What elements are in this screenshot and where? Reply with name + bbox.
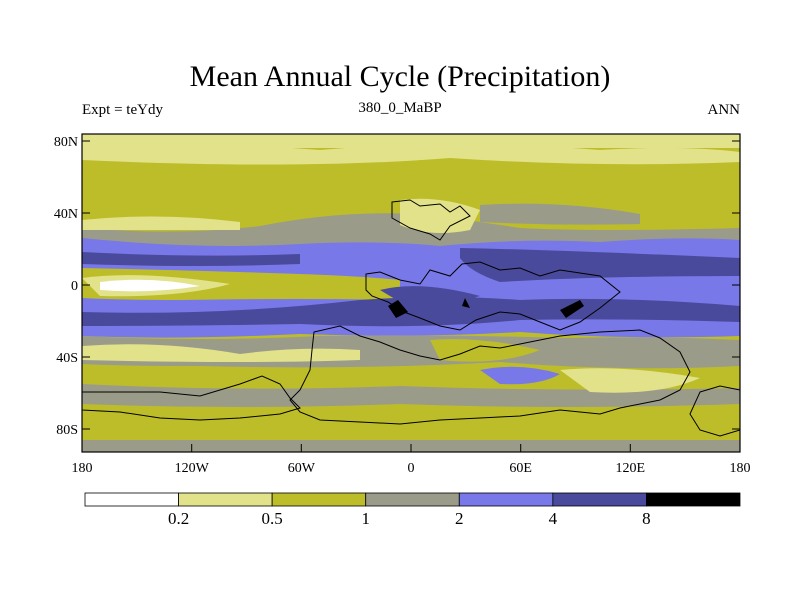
x-ticks bbox=[81, 444, 741, 452]
colorbar-swatch bbox=[178, 492, 273, 507]
colorbar-label: 8 bbox=[642, 509, 651, 528]
y-tick-label: 40N bbox=[54, 207, 78, 222]
colorbar-swatch bbox=[552, 492, 647, 507]
coast-north-continent bbox=[391, 199, 471, 241]
itcz-north-dark bbox=[82, 252, 300, 266]
coastlines bbox=[82, 199, 740, 437]
dry-white-patch bbox=[100, 279, 200, 292]
max-patch-2 bbox=[560, 300, 584, 318]
x-tick-label: 120W bbox=[175, 461, 210, 476]
colorbar-swatch bbox=[646, 492, 741, 507]
x-tick-label: 60W bbox=[288, 461, 316, 476]
y-tick-label: 0 bbox=[71, 279, 78, 294]
max-patch-1 bbox=[388, 300, 408, 318]
colorbar-swatch bbox=[365, 492, 460, 507]
x-tick-label: 180 bbox=[730, 461, 751, 476]
south-light-band bbox=[82, 344, 360, 362]
colorbar-label: 1 bbox=[361, 509, 370, 528]
y-tick-label: 80S bbox=[56, 423, 78, 438]
experiment-label: Expt = teYdy bbox=[82, 102, 163, 118]
x-tick-label: 120E bbox=[616, 461, 646, 476]
x-tick-label: 60E bbox=[509, 461, 532, 476]
max-patch-3 bbox=[462, 298, 470, 308]
colorbar-label: 0.5 bbox=[262, 509, 283, 528]
y-tick-labels: 80N 40N 0 40S 80S bbox=[54, 135, 78, 438]
season-label: ANN bbox=[707, 102, 741, 118]
colorbar-swatch bbox=[458, 492, 554, 507]
x-tick-labels: 180 120W 60W 0 60E 120E 180 bbox=[72, 461, 751, 476]
coast-south-continent bbox=[289, 325, 691, 425]
colorbar-swatch bbox=[84, 492, 179, 507]
asia-grey-patch bbox=[480, 203, 640, 225]
y-tick-label: 80N bbox=[54, 135, 78, 150]
colorbar-label: 4 bbox=[549, 509, 558, 528]
north-light-patch bbox=[82, 216, 240, 230]
map-field bbox=[82, 134, 740, 452]
arctic-band bbox=[82, 134, 740, 148]
x-tick-label: 0 bbox=[408, 461, 415, 476]
coast-southwest-continent bbox=[82, 375, 301, 421]
antarctic-olive bbox=[82, 414, 740, 440]
africa-dark-patch bbox=[380, 286, 480, 304]
x-tick-label: 180 bbox=[72, 461, 93, 476]
asian-monsoon-dark bbox=[460, 248, 740, 282]
coast-southeast-island bbox=[689, 385, 740, 437]
colorbar-label: 0.2 bbox=[168, 509, 189, 528]
colorbar-label: 2 bbox=[455, 509, 464, 528]
coast-central-continent bbox=[365, 261, 621, 331]
y-ticks bbox=[82, 140, 740, 430]
south-blue-patch bbox=[480, 366, 560, 385]
colorbar: 0.2 0.5 1 2 4 8 bbox=[84, 492, 741, 528]
chart-subtitle: 380_0_MaBP bbox=[358, 100, 442, 116]
chart-title: Mean Annual Cycle (Precipitation) bbox=[189, 60, 611, 93]
europe-light-patch bbox=[400, 198, 480, 234]
colorbar-swatch bbox=[271, 492, 367, 507]
north-light-band bbox=[82, 144, 740, 165]
south-pacific-light bbox=[560, 368, 700, 393]
south-olive-patch bbox=[430, 339, 540, 362]
polar-front-grey bbox=[82, 384, 740, 407]
y-tick-label: 40S bbox=[56, 351, 78, 366]
